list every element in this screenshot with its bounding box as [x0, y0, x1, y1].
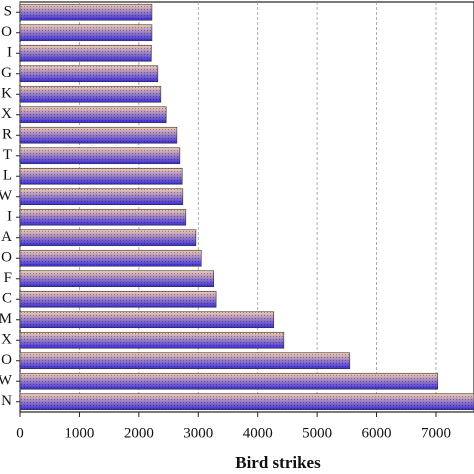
bar-texture	[20, 127, 177, 144]
y-tick-label: X	[1, 106, 12, 122]
bar-texture	[20, 45, 152, 62]
x-tick-label: 1000	[64, 425, 94, 441]
bar-texture	[20, 147, 180, 164]
y-tick-label: C	[2, 291, 12, 307]
bar-texture	[20, 393, 474, 410]
bar-texture	[20, 106, 167, 123]
y-tick-label: O	[1, 250, 12, 266]
x-tick-label: 7000	[421, 425, 451, 441]
x-tick-label: 6000	[362, 425, 392, 441]
bar-texture	[20, 65, 158, 82]
y-tick-label: K	[1, 86, 12, 102]
x-tick-label: 3000	[183, 425, 213, 441]
x-tick-label: 0	[16, 425, 24, 441]
bar-texture	[20, 352, 350, 369]
y-tick-label: W	[0, 188, 13, 204]
x-tick-label: 2000	[124, 425, 154, 441]
bar-texture	[20, 188, 183, 205]
y-tick-label: A	[1, 229, 12, 245]
y-tick-label: I	[7, 45, 12, 61]
y-tick-label: X	[1, 332, 12, 348]
bar-texture	[20, 311, 274, 328]
bar-texture	[20, 291, 217, 308]
bar-texture	[20, 229, 196, 246]
x-axis-title: Bird strikes	[235, 453, 321, 472]
bar-texture	[20, 209, 186, 226]
bar-texture	[20, 373, 438, 390]
y-tick-label: F	[4, 270, 12, 286]
plot-area	[19, 1, 474, 413]
bar-texture	[20, 4, 152, 21]
y-tick-label: L	[3, 168, 12, 184]
y-tick-label: O	[1, 352, 12, 368]
y-tick-label: O	[1, 24, 12, 40]
y-tick-label: R	[2, 127, 12, 143]
y-tick-label: T	[3, 147, 12, 163]
bar-texture	[20, 86, 161, 103]
bar-texture	[20, 24, 152, 41]
x-tick-label: 4000	[243, 425, 273, 441]
y-tick-label: W	[0, 373, 13, 389]
bar-texture	[20, 332, 284, 349]
y-tick-label: I	[7, 209, 12, 225]
bar-texture	[20, 250, 202, 267]
y-tick-label: S	[4, 4, 12, 20]
bar-texture	[20, 168, 183, 185]
bar-texture	[20, 270, 214, 287]
y-tick-label: N	[1, 393, 12, 409]
x-tick-label: 5000	[302, 425, 332, 441]
y-tick-label: G	[1, 65, 12, 81]
y-tick-label: M	[0, 311, 12, 327]
